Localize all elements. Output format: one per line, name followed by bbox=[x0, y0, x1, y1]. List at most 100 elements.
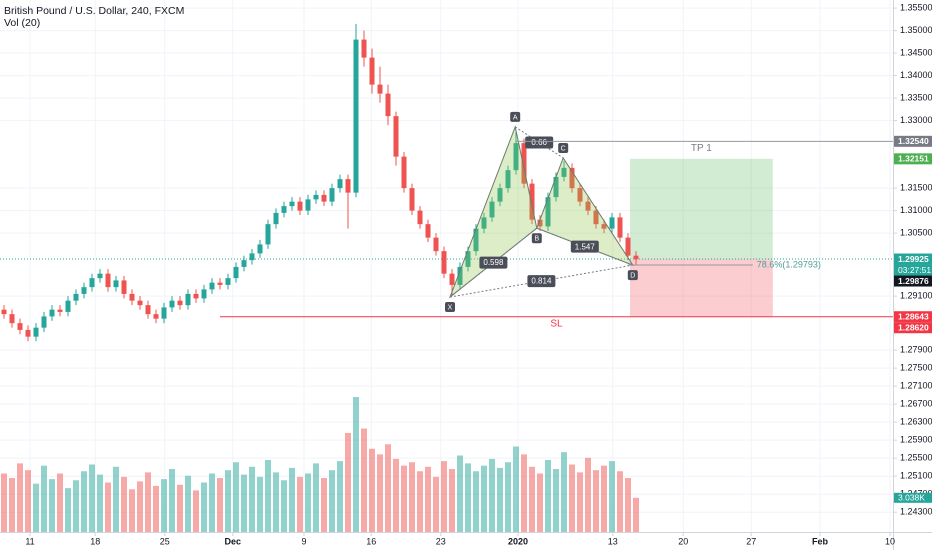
volume-bar bbox=[313, 463, 319, 532]
volume-bar bbox=[433, 476, 439, 532]
volume-bar bbox=[25, 470, 31, 532]
volume-bar bbox=[393, 458, 399, 532]
x-tick-label: 27 bbox=[746, 536, 756, 546]
x-tick-label: 13 bbox=[608, 536, 618, 546]
volume-label-box bbox=[894, 492, 932, 503]
volume-bar bbox=[625, 478, 631, 532]
chart-title: British Pound / U.S. Dollar, 240, FXCM bbox=[4, 5, 184, 17]
candle-body bbox=[409, 188, 415, 211]
y-tick-label: 1.33500 bbox=[900, 92, 932, 102]
point-box bbox=[558, 142, 569, 153]
volume-bar bbox=[209, 473, 215, 532]
volume-bar bbox=[89, 464, 95, 532]
candle-body bbox=[561, 167, 567, 177]
y-tick-label: 1.25500 bbox=[900, 453, 932, 463]
price-label: 1.28620 bbox=[898, 322, 929, 332]
volume-bar bbox=[609, 461, 615, 532]
ratio-label: 0.598 bbox=[483, 258, 504, 267]
candle-body bbox=[265, 224, 271, 245]
volume-bar bbox=[601, 465, 607, 532]
volume-bar bbox=[1, 473, 7, 532]
volume-bar bbox=[177, 484, 183, 532]
ratio-box bbox=[570, 240, 599, 253]
volume-bar bbox=[465, 463, 471, 532]
volume-bar bbox=[9, 478, 15, 532]
volume-bar bbox=[201, 482, 207, 532]
candle-body bbox=[401, 156, 407, 189]
volume-bar bbox=[97, 474, 103, 532]
candle-body bbox=[497, 188, 503, 202]
candle-body bbox=[169, 300, 175, 308]
candle-body bbox=[313, 194, 319, 200]
volume-bar bbox=[193, 490, 199, 532]
point-label: B bbox=[534, 236, 539, 243]
x-tick-label: 25 bbox=[160, 536, 170, 546]
y-tick-label: 1.25100 bbox=[900, 471, 932, 481]
volume-bar bbox=[297, 476, 303, 532]
volume-bar bbox=[449, 469, 455, 532]
volume-bar bbox=[409, 462, 415, 532]
candle-body bbox=[73, 293, 79, 301]
candle-body bbox=[273, 212, 279, 225]
candle-body bbox=[289, 201, 295, 207]
volume-bar bbox=[593, 470, 599, 532]
volume-bar bbox=[441, 461, 447, 532]
x-tick-label: 23 bbox=[436, 536, 446, 546]
ratio-label: 0.814 bbox=[531, 277, 552, 286]
volume-bar bbox=[361, 428, 367, 532]
candle-body bbox=[633, 255, 639, 260]
volume-bar bbox=[257, 476, 263, 532]
volume-bar bbox=[489, 458, 495, 532]
candle-body bbox=[105, 273, 111, 288]
volume-bar bbox=[57, 473, 63, 532]
fib-label: 78.6%(1.29793) bbox=[757, 259, 821, 269]
candle-body bbox=[609, 217, 615, 229]
volume-title: Vol (20) bbox=[4, 17, 40, 29]
candle-body bbox=[553, 176, 559, 198]
candle-body bbox=[521, 143, 527, 184]
volume-bar bbox=[17, 463, 23, 532]
price-label: 1.32151 bbox=[898, 154, 929, 164]
volume-bar bbox=[169, 469, 175, 532]
candle-body bbox=[529, 183, 535, 220]
volume-bar bbox=[529, 466, 535, 532]
ratio-line bbox=[536, 227, 633, 266]
volume-bar bbox=[633, 497, 639, 532]
candle-body bbox=[89, 278, 95, 288]
candle-body bbox=[241, 260, 247, 267]
candle-body bbox=[377, 84, 383, 94]
candle-body bbox=[121, 280, 127, 294]
point-label: X bbox=[448, 304, 453, 311]
candle-body bbox=[185, 293, 191, 306]
volume-bar bbox=[265, 460, 271, 532]
point-box bbox=[510, 111, 521, 122]
candle-body bbox=[353, 39, 359, 193]
candle-body bbox=[209, 282, 215, 290]
candle-body bbox=[57, 309, 63, 312]
volume-bar bbox=[385, 444, 391, 532]
candle-body bbox=[41, 316, 47, 328]
stop-zone bbox=[630, 259, 773, 317]
point-label: A bbox=[513, 114, 518, 121]
price-label: 1.29925 bbox=[898, 254, 929, 264]
candle-body bbox=[465, 251, 471, 267]
volume-bar bbox=[377, 454, 383, 532]
volume-bar bbox=[425, 466, 431, 532]
volume-bar bbox=[113, 466, 119, 532]
take-profit-label: TP 1 bbox=[691, 143, 712, 154]
price-label: 1.29876 bbox=[898, 276, 929, 286]
volume-bar bbox=[281, 480, 287, 532]
volume-bar bbox=[217, 478, 223, 532]
candle-body bbox=[329, 188, 335, 202]
y-tick-label: 1.25900 bbox=[900, 435, 932, 445]
point-box bbox=[445, 302, 455, 313]
x-tick-label: 20 bbox=[678, 536, 688, 546]
volume-bar bbox=[137, 481, 143, 532]
candle-body bbox=[249, 253, 255, 261]
volume-bar bbox=[353, 397, 359, 532]
candle-body bbox=[625, 237, 631, 256]
candle-body bbox=[601, 224, 607, 229]
candle-body bbox=[33, 327, 39, 337]
candle-body bbox=[473, 228, 479, 252]
